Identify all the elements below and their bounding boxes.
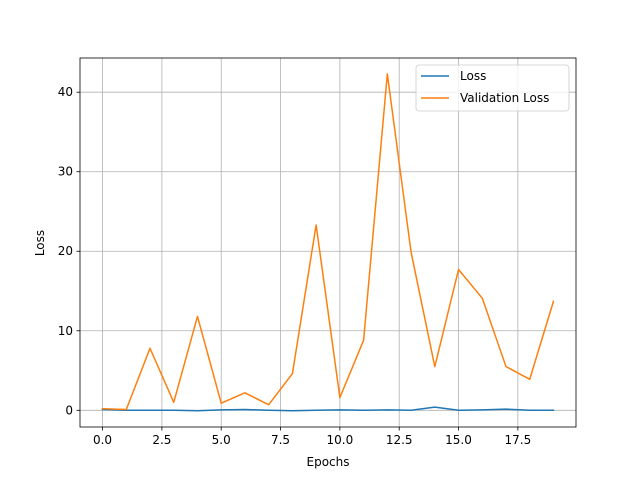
plot-frame [79,57,577,428]
x-axis-label: Epochs [307,455,350,469]
series-line-loss [101,406,555,412]
x-tick-label: 17.5 [504,433,531,447]
x-tick-label: 5.0 [212,433,231,447]
legend: Loss Validation Loss [415,64,570,112]
series-layer [101,73,555,412]
y-tick-label: 20 [58,244,73,258]
legend-label: Validation Loss [460,91,549,105]
plot-area [80,58,576,427]
x-tick-label: 0.0 [93,433,112,447]
x-tick-label: 7.5 [271,433,290,447]
x-tick-label: 15.0 [445,433,472,447]
y-tick-label: 0 [65,403,73,417]
x-tick-label: 10.0 [327,433,354,447]
y-tick-label: 30 [58,165,73,179]
x-axis-ticks: 0.0 2.5 5.0 7.5 10.0 12.5 15.0 17.5 [93,427,531,447]
x-tick-label: 12.5 [386,433,413,447]
y-tick-label: 10 [58,324,73,338]
y-axis-label: Loss [33,230,47,256]
legend-box [415,64,570,112]
legend-label: Loss [460,69,486,83]
x-tick-label: 2.5 [152,433,171,447]
y-tick-label: 40 [58,85,73,99]
y-axis-ticks: 0 10 20 30 40 [58,85,80,417]
series-line-validation-loss [101,73,555,411]
